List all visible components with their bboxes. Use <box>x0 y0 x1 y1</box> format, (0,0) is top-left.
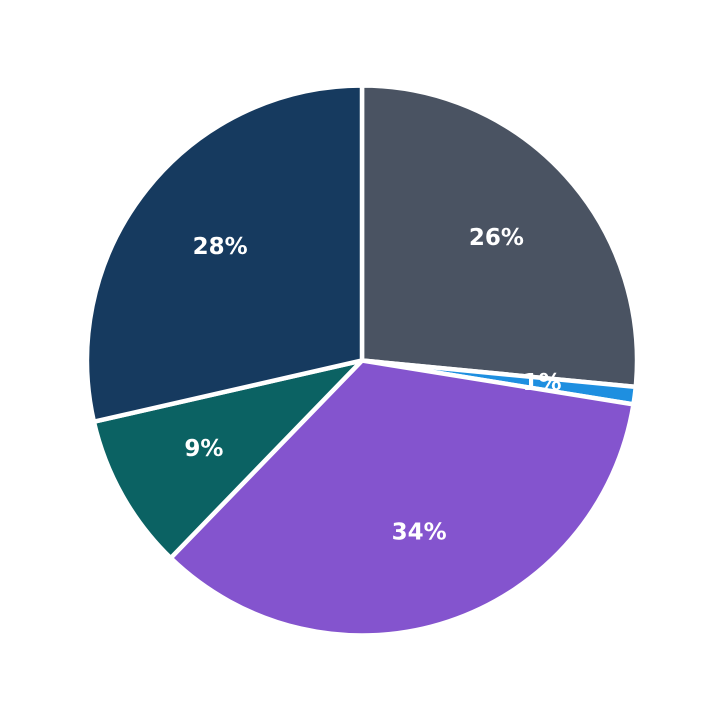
pie-slice-navy <box>84 83 365 424</box>
pie-slice-slate <box>359 83 640 390</box>
pie-slice-teal <box>91 358 365 561</box>
pie-slice-purple <box>168 358 636 638</box>
